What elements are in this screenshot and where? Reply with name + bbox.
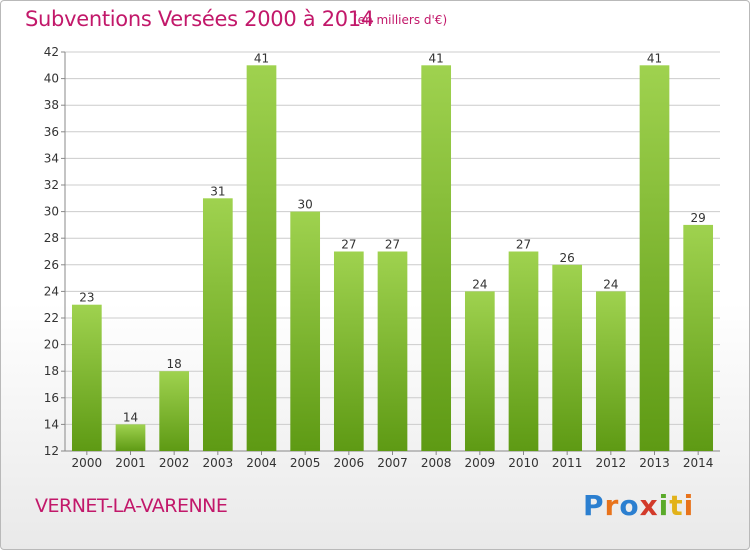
town-name: VERNET-LA-VARENNE: [35, 495, 228, 517]
bar: [683, 224, 714, 451]
data-label: 29: [691, 211, 706, 225]
bar: [115, 424, 146, 451]
y-tick-label: 40: [44, 72, 59, 86]
logo-letter: o: [619, 489, 640, 522]
x-tick-label: 2002: [159, 456, 190, 470]
x-tick-label: 2006: [334, 456, 365, 470]
bar: [639, 65, 670, 452]
x-tick-label: 2000: [72, 456, 103, 470]
y-tick-label: 38: [44, 98, 59, 112]
bar: [290, 211, 321, 451]
data-label: 24: [472, 277, 487, 291]
y-tick-label: 42: [44, 45, 59, 59]
y-tick-label: 30: [44, 205, 59, 219]
bar: [71, 304, 102, 451]
data-label: 23: [79, 291, 94, 305]
logo-letter: i: [658, 489, 670, 522]
y-tick-label: 26: [44, 258, 59, 272]
y-tick-label: 12: [44, 444, 59, 458]
data-label: 27: [516, 238, 531, 252]
y-tick-label: 36: [44, 125, 59, 139]
chart-title: Subventions Versées 2000 à 2014: [25, 7, 374, 31]
x-tick-label: 2011: [552, 456, 583, 470]
data-label: 41: [429, 51, 444, 65]
data-label: 41: [647, 51, 662, 65]
bar: [377, 251, 408, 451]
data-label: 27: [385, 238, 400, 252]
bar: [595, 291, 626, 451]
x-tick-label: 2014: [683, 456, 714, 470]
data-label: 31: [210, 184, 225, 198]
data-label: 30: [298, 198, 313, 212]
x-tick-label: 2005: [290, 456, 321, 470]
y-tick-label: 24: [44, 284, 59, 298]
y-tick-label: 28: [44, 231, 59, 245]
data-label: 27: [341, 238, 356, 252]
bar: [508, 251, 539, 451]
chart-subtitle: (en milliers d'€): [353, 13, 448, 27]
y-tick-label: 14: [44, 417, 59, 431]
x-tick-label: 2012: [596, 456, 627, 470]
data-label: 26: [560, 251, 575, 265]
logo-letter: i: [683, 489, 695, 522]
logo-letter: x: [639, 489, 659, 522]
logo-letter: t: [669, 489, 684, 522]
x-tick-label: 2009: [465, 456, 496, 470]
bar: [464, 291, 495, 451]
data-label: 14: [123, 410, 138, 424]
x-tick-label: 2013: [639, 456, 670, 470]
y-tick-label: 18: [44, 364, 59, 378]
x-tick-label: 2010: [508, 456, 539, 470]
proxiti-logo: Proxiti: [583, 489, 694, 522]
data-label: 18: [167, 357, 182, 371]
y-tick-label: 20: [44, 338, 59, 352]
y-tick-label: 22: [44, 311, 59, 325]
y-tick-label: 32: [44, 178, 59, 192]
data-label: 24: [603, 277, 618, 291]
bar: [552, 264, 583, 451]
x-tick-label: 2004: [246, 456, 277, 470]
y-tick-label: 16: [44, 391, 59, 405]
bar: [246, 65, 277, 452]
logo-letter: P: [583, 489, 605, 522]
logo-letter: r: [604, 489, 620, 522]
x-tick-label: 2008: [421, 456, 452, 470]
bar: [421, 65, 452, 452]
bar: [333, 251, 364, 451]
bar: [202, 198, 233, 451]
x-tick-label: 2007: [377, 456, 408, 470]
x-tick-label: 2003: [203, 456, 234, 470]
y-tick-label: 34: [44, 151, 59, 165]
x-tick-label: 2001: [115, 456, 146, 470]
bar: [159, 371, 190, 451]
data-label: 41: [254, 51, 269, 65]
